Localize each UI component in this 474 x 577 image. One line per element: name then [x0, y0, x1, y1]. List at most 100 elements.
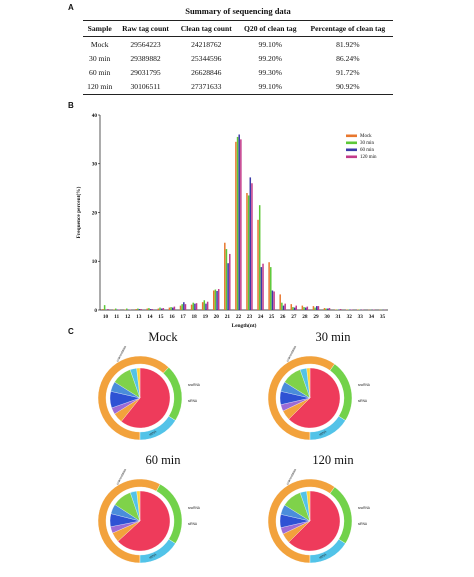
- x-tick-label: 35: [380, 314, 386, 320]
- bar-120-min: [107, 309, 109, 310]
- bar-60-min: [282, 305, 285, 310]
- bar-mock: [135, 309, 137, 310]
- table-row: 60 min 29031795 26628846 99.30% 91.72%: [83, 65, 393, 79]
- bar-120-min: [229, 253, 231, 310]
- slice-label: siRNA: [358, 399, 368, 403]
- cell-raw: 29389882: [130, 53, 161, 63]
- pie-title: Mock: [148, 330, 178, 344]
- x-tick-label: 14: [147, 314, 153, 320]
- x-tick-label: 23: [247, 314, 253, 320]
- bar-mock: [235, 141, 237, 310]
- bar-30-min: [303, 307, 305, 310]
- slice-label: rRNA: [149, 429, 159, 437]
- inner-slice: [136, 367, 141, 399]
- bar-120-min: [217, 289, 220, 310]
- slice-label: unannotated: [285, 346, 297, 362]
- table-header-row: Sample Raw tag count Clean tag count Q20…: [83, 20, 393, 37]
- x-tick-label: 25: [269, 314, 275, 320]
- legend-label: 60 min: [360, 148, 375, 153]
- bar-30-min: [270, 267, 272, 310]
- bar-mock: [323, 308, 326, 310]
- inner-slice: [306, 490, 311, 522]
- bar-60-min: [194, 303, 196, 310]
- x-tick-label: 17: [180, 314, 186, 320]
- cell-sample: 30 min: [89, 53, 111, 63]
- pie-chart: unannotated snoRNA siRNA rRNA: [97, 469, 201, 564]
- bar-30-min: [247, 195, 250, 310]
- bar-30-min: [314, 307, 316, 310]
- legend-swatch: [346, 155, 357, 159]
- x-tick-label: 19: [203, 314, 209, 320]
- cell-q20: 99.10%: [237, 79, 303, 95]
- bar-120-min: [251, 183, 253, 310]
- x-tick-label: 32: [347, 314, 353, 320]
- bar-mock: [190, 304, 193, 310]
- slice-label: unannotated: [115, 346, 127, 362]
- bar-30-min: [236, 136, 239, 310]
- slice-label: snoRNA: [358, 506, 371, 510]
- bar-mock: [179, 305, 182, 310]
- inner-slice: [288, 367, 341, 429]
- slice-label: rRNA: [319, 552, 329, 560]
- bar-mock: [157, 308, 160, 310]
- bar-120-min: [162, 308, 165, 310]
- slice-label: unannotated: [285, 469, 297, 485]
- slice-label: rRNA: [149, 552, 159, 560]
- x-tick-label: 26: [280, 314, 286, 320]
- bar-mock: [290, 304, 293, 310]
- x-tick-label: 13: [136, 314, 142, 320]
- legend-swatch: [346, 134, 357, 138]
- inner-slice: [288, 490, 341, 552]
- slice-label: siRNA: [358, 522, 368, 526]
- bar-30-min: [203, 300, 206, 310]
- header-q20: Q20 of clean tag: [237, 20, 303, 37]
- legend-swatch: [346, 141, 357, 145]
- inner-slice: [136, 490, 141, 522]
- x-tick-label: 15: [158, 314, 164, 320]
- pie-chart: unannotated snoRNA siRNA rRNA: [267, 469, 371, 564]
- y-tick-label: 10: [92, 259, 98, 265]
- bar-120-min: [339, 309, 342, 310]
- cell-q20: 99.10%: [258, 39, 282, 49]
- bar-60-min: [249, 177, 252, 310]
- bar-120-min: [273, 291, 275, 310]
- bar-60-min: [327, 308, 329, 310]
- outer-ring-segment: [309, 415, 346, 441]
- cell-q20: 99.30%: [258, 67, 282, 77]
- x-tick-label: 30: [324, 314, 330, 320]
- cell-pct: 86.24%: [336, 53, 360, 63]
- cell-sample: 60 min: [89, 67, 111, 77]
- sequencing-summary-table: Sample Raw tag count Clean tag count Q20…: [83, 20, 393, 95]
- bar-60-min: [271, 290, 274, 310]
- inner-slice: [121, 367, 171, 429]
- bar-120-min: [284, 303, 286, 310]
- pie-title: 120 min: [312, 453, 354, 467]
- x-tick-label: 28: [302, 314, 308, 320]
- bar-30-min: [181, 304, 183, 310]
- bar-mock: [168, 307, 171, 310]
- pie-title: 60 min: [145, 453, 181, 467]
- bar-120-min: [328, 308, 331, 310]
- bar-60-min: [227, 263, 229, 310]
- bar-mock: [246, 193, 248, 310]
- bar-120-min: [184, 304, 187, 310]
- slice-label: snoRNA: [188, 383, 201, 387]
- table-row: Mock 29564223 24218762 99.10% 81.92%: [83, 37, 393, 52]
- cell-raw: 29564223: [130, 39, 161, 49]
- y-tick-label: 0: [94, 308, 97, 314]
- x-tick-label: 16: [169, 314, 175, 320]
- bar-30-min: [159, 307, 161, 310]
- slice-label: unannotated: [115, 469, 127, 485]
- bar-120-min: [140, 309, 142, 310]
- bar-120-min: [173, 306, 176, 310]
- x-tick-label: 33: [358, 314, 364, 320]
- x-tick-label: 34: [369, 314, 375, 320]
- bar-30-min: [225, 249, 228, 310]
- bar-30-min: [114, 308, 117, 310]
- length-distribution-chart: 0 10 20 30 40 10 11 12 13 14 15 16 17 18 19 20 21 22 23 24 2…: [75, 113, 388, 329]
- y-tick-label: 20: [92, 210, 98, 216]
- x-tick-label: 24: [258, 314, 264, 320]
- pie-chart: unannotated snoRNA siRNA rRNA: [97, 346, 201, 441]
- bar-120-min: [295, 305, 298, 310]
- bar-120-min: [195, 303, 198, 310]
